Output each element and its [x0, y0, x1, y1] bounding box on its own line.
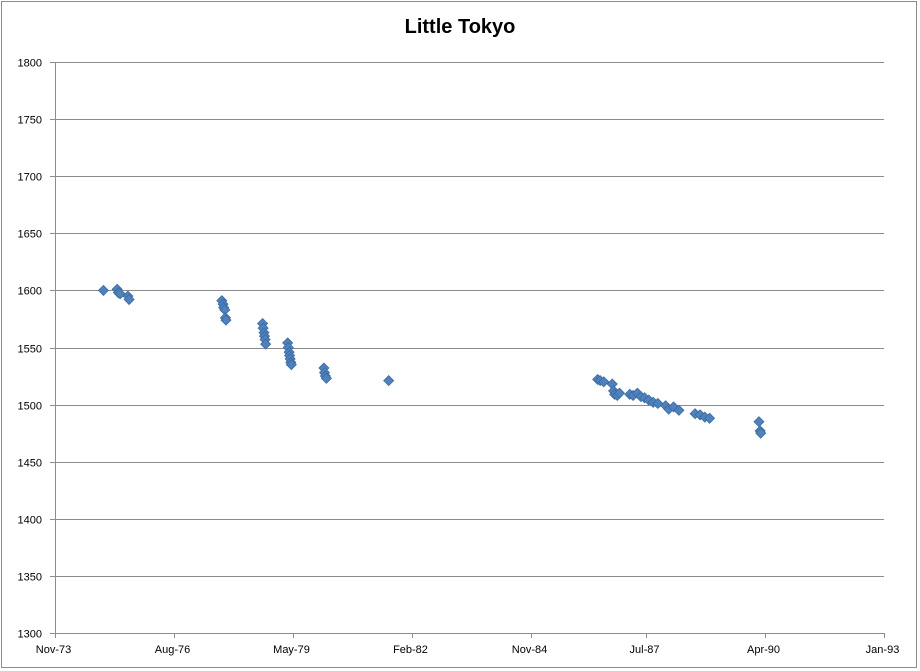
data-point	[383, 375, 395, 387]
data-point	[673, 404, 685, 416]
data-point	[753, 416, 765, 428]
y-tick-label: 1600	[18, 286, 42, 298]
y-tick-label: 1750	[18, 115, 42, 127]
data-point	[123, 293, 135, 306]
data-point	[704, 412, 716, 424]
data-points	[97, 283, 767, 439]
data-point	[220, 314, 232, 326]
x-tick-label: Nov-73	[36, 644, 71, 656]
y-tick-label: 1450	[18, 458, 42, 470]
x-tick-label: Feb-82	[393, 644, 428, 656]
y-tick-label: 1350	[18, 572, 42, 584]
x-tick-label: May-79	[273, 644, 310, 656]
y-tick-labels: 1300 1350 1400 1450 1500 1550 1600 1650 1700 1750…	[18, 58, 42, 641]
x-tick-label: Nov-84	[512, 644, 547, 656]
chart-title: Little Tokyo	[404, 16, 516, 38]
x-tick-label: Apr-90	[747, 644, 780, 656]
axes	[50, 62, 885, 638]
y-tick-label: 1700	[18, 172, 42, 184]
y-tick-label: 1650	[18, 229, 42, 241]
y-tick-label: 1400	[18, 515, 42, 527]
grid-lines	[55, 62, 884, 634]
data-point	[285, 359, 297, 371]
data-point	[755, 427, 767, 439]
y-tick-label: 1800	[18, 58, 42, 70]
data-point	[320, 372, 332, 384]
y-tick-label: 1550	[18, 344, 42, 356]
y-tick-label: 1300	[18, 629, 42, 641]
data-point	[97, 284, 109, 296]
data-point	[598, 376, 610, 388]
x-tick-label: Jul-87	[630, 644, 660, 656]
x-tick-labels: Nov-73 Aug-76 May-79 Feb-82 Nov-84 Jul-87 Apr-…	[36, 644, 900, 656]
y-tick-label: 1500	[18, 401, 42, 413]
x-tick-label: Aug-76	[155, 644, 190, 656]
data-point	[260, 338, 272, 350]
data-point	[613, 387, 626, 399]
x-tick-label: Jan-93	[866, 644, 900, 656]
